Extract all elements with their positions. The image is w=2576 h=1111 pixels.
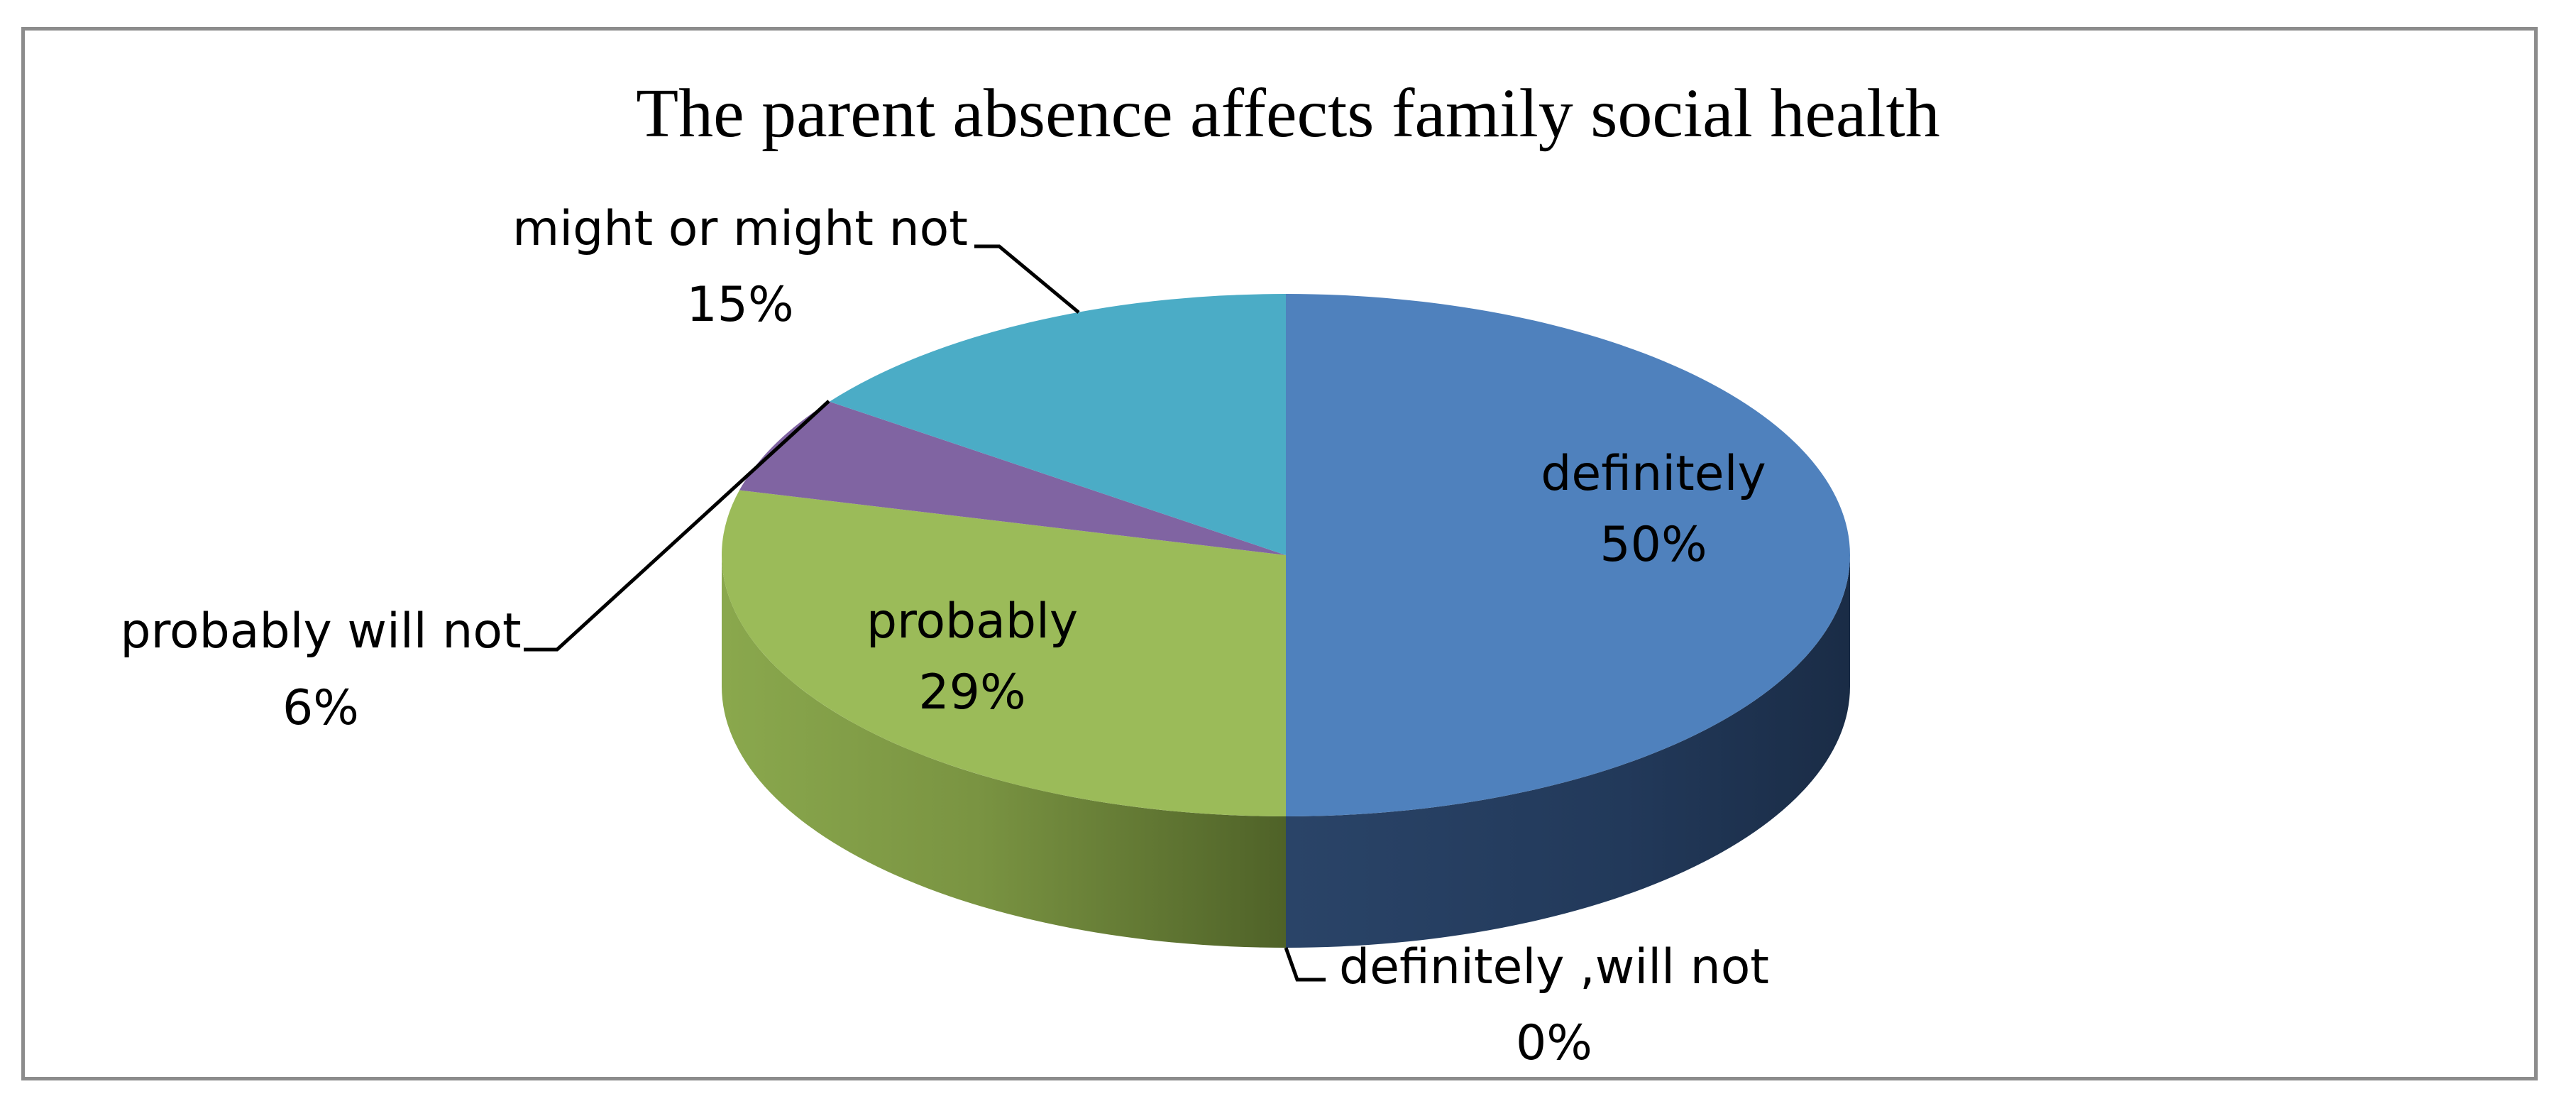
label-definitely-name: definitely (1541, 446, 1766, 502)
pie-slice-definitely (1286, 294, 1850, 816)
data-label-might-or-might-not: might or might not 15% (512, 201, 968, 333)
label-might-or-might-not-name: might or might not (512, 201, 968, 257)
label-probably-name: probably (866, 593, 1078, 650)
label-probably-will-not-name: probably will not (120, 603, 521, 660)
data-label-definitely-will-not: definitely ,will not 0% (1339, 939, 1769, 1071)
pie-tops (722, 294, 1850, 816)
pie-slice-probably-will-not (739, 401, 1286, 555)
chart-title: The parent absence affects family social… (636, 75, 1940, 152)
leader-line-might-or-might-not (974, 244, 1080, 314)
data-label-probably-will-not: probably will not 6% (120, 603, 521, 736)
pie-slice-probably (722, 490, 1286, 816)
data-label-definitely: definitely 50% (1541, 446, 1766, 573)
leader-line-definitely-will-not (1284, 947, 1326, 982)
pie-sides (722, 555, 1850, 948)
label-definitely-value: 50% (1600, 517, 1707, 573)
label-definitely-will-not-name: definitely ,will not (1339, 939, 1769, 995)
data-label-probably: probably 29% (866, 593, 1078, 721)
leader-line-probably-will-not (524, 400, 830, 652)
label-probably-value: 29% (918, 664, 1025, 721)
label-probably-will-not-value: 6% (282, 680, 359, 736)
pie-side-probably (722, 555, 1286, 948)
pie-side-definitely (1286, 555, 1850, 948)
label-definitely-will-not-value: 0% (1516, 1015, 1592, 1071)
label-might-or-might-not-value: 15% (686, 277, 793, 333)
pie-slice-might-or-might-not (829, 294, 1286, 555)
